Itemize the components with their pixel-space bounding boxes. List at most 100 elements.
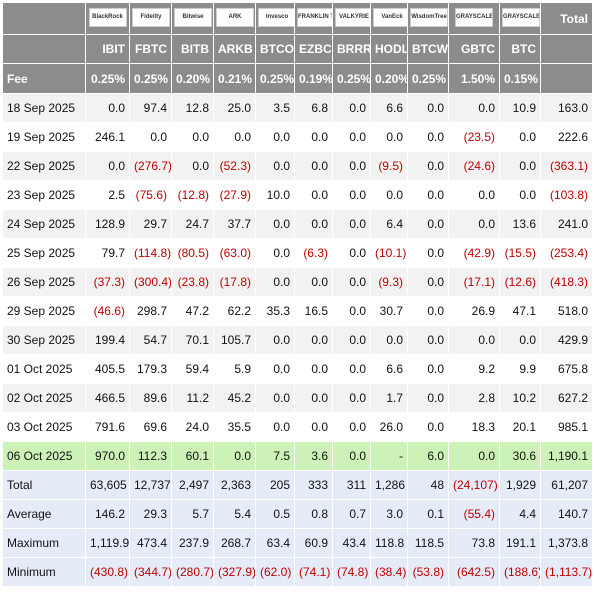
flow-cell: 0.0 xyxy=(407,180,449,210)
flow-cell: 222.6 xyxy=(540,122,593,152)
flow-cell: 0.0 xyxy=(294,209,333,239)
flow-cell: 0.0 xyxy=(370,180,408,210)
flow-cell: 0.0 xyxy=(332,441,371,471)
flow-cell: (103.8) xyxy=(540,180,593,210)
flow-cell: (42.9) xyxy=(448,238,500,268)
flow-cell: 0.0 xyxy=(255,325,295,355)
flow-cell: 60.1 xyxy=(171,441,214,471)
flow-cell: (17.8) xyxy=(213,267,256,297)
ticker-header: BITB xyxy=(171,34,214,64)
ticker-row: IBIT FBTC BITB ARKB BTCO EZBC BRRR HODL BTCW GBTC… xyxy=(2,34,593,64)
date-cell: 03 Oct 2025 xyxy=(2,412,86,442)
fee-cell: 0.25% xyxy=(332,63,371,94)
summary-cell: 191.1 xyxy=(499,528,541,558)
blank-cell xyxy=(540,63,593,94)
flow-cell: 47.1 xyxy=(499,296,541,326)
flow-cell: 0.0 xyxy=(294,151,333,181)
flow-cell: (363.1) xyxy=(540,151,593,181)
summary-cell: (74.8) xyxy=(332,557,371,587)
summary-cell: 205 xyxy=(255,470,295,500)
flow-cell: 0.0 xyxy=(255,122,295,152)
summary-cell: 2,363 xyxy=(213,470,256,500)
flow-cell: 30.6 xyxy=(499,441,541,471)
summary-cell: 118.5 xyxy=(407,528,449,558)
date-cell: 29 Sep 2025 xyxy=(2,296,86,326)
flow-cell: 45.2 xyxy=(213,383,256,413)
flow-cell: (418.3) xyxy=(540,267,593,297)
issuer-logo: VanEck xyxy=(373,7,407,27)
ticker-header: ARKB xyxy=(213,34,256,64)
ticker-header: BRRR xyxy=(332,34,371,64)
flow-cell: 24.7 xyxy=(171,209,214,239)
logo-cell: Fidelity xyxy=(129,2,172,35)
flow-cell: (300.4) xyxy=(129,267,172,297)
fee-cell: 0.15% xyxy=(499,63,541,94)
flow-cell: (23.8) xyxy=(171,267,214,297)
logo-cell: Invesco xyxy=(255,2,295,35)
summary-row: Total 63,605 12,737 2,497 2,363 205 333 311 1,28… xyxy=(2,470,593,500)
daily-row: 22 Sep 2025 0.0 (276.7) 0.0 (52.3) 0.0 0.0 0.0(… xyxy=(2,151,593,181)
flow-cell: (9.3) xyxy=(370,267,408,297)
summary-cell: (642.5) xyxy=(448,557,500,587)
issuer-logo: Fidelity xyxy=(132,7,170,27)
summary-row: Average 146.2 29.3 5.7 5.4 0.5 0.8 0.7 3.0 0.1 (55… xyxy=(2,499,593,529)
fee-cell: 0.25% xyxy=(407,63,449,94)
flow-cell: 0.0 xyxy=(332,412,371,442)
flow-cell: 26.9 xyxy=(448,296,500,326)
flow-cell: 0.0 xyxy=(407,93,449,123)
flow-cell: 0.0 xyxy=(407,325,449,355)
flow-cell: 0.0 xyxy=(332,122,371,152)
flow-cell: 18.3 xyxy=(448,412,500,442)
daily-row: 30 Sep 2025 199.4 54.7 70.1 105.7 0.0 0.0 0.0 0.… xyxy=(2,325,593,355)
daily-row: 03 Oct 2025 791.6 69.6 24.0 35.5 0.0 0.0 0.0 26.… xyxy=(2,412,593,442)
flow-cell: 0.0 xyxy=(255,209,295,239)
logo-cell: WisdomTree xyxy=(407,2,449,35)
summary-cell: 61,207 xyxy=(540,470,593,500)
fee-label: Fee xyxy=(2,63,86,94)
flow-cell: (114.8) xyxy=(129,238,172,268)
summary-cell: (38.4) xyxy=(370,557,408,587)
flow-cell: 298.7 xyxy=(129,296,172,326)
flow-cell: 9.2 xyxy=(448,354,500,384)
flow-cell: 0.0 xyxy=(499,151,541,181)
corner-cell xyxy=(2,2,86,35)
summary-cell: 1,119.9 xyxy=(85,528,130,558)
flow-cell: 3.6 xyxy=(294,441,333,471)
fee-cell: 1.50% xyxy=(448,63,500,94)
flow-cell: 0.0 xyxy=(407,296,449,326)
flow-cell: 1,190.1 xyxy=(540,441,593,471)
summary-cell: 333 xyxy=(294,470,333,500)
flow-cell: 985.1 xyxy=(540,412,593,442)
flow-cell: 0.0 xyxy=(499,122,541,152)
flow-cell: - xyxy=(370,441,408,471)
summary-cell: 63.4 xyxy=(255,528,295,558)
summary-cell: 73.8 xyxy=(448,528,500,558)
flow-cell: 6.0 xyxy=(407,441,449,471)
logo-cell: FRANKLIN TEMPLETON xyxy=(294,2,333,35)
flow-cell: 970.0 xyxy=(85,441,130,471)
summary-cell: (1,113.7) xyxy=(540,557,593,587)
date-cell: 19 Sep 2025 xyxy=(2,122,86,152)
daily-row: 01 Oct 2025 405.5 179.3 59.4 5.9 0.0 0.0 0.0 6.6… xyxy=(2,354,593,384)
flow-cell: (23.5) xyxy=(448,122,500,152)
date-cell: 23 Sep 2025 xyxy=(2,180,86,210)
flow-cell: 0.0 xyxy=(255,267,295,297)
flow-cell: 2.8 xyxy=(448,383,500,413)
flow-cell: 10.2 xyxy=(499,383,541,413)
daily-row: 23 Sep 2025 2.5 (75.6) (12.8) (27.9) 10.0 0.0 0… xyxy=(2,180,593,210)
flow-cell: 241.0 xyxy=(540,209,593,239)
flow-cell: 10.0 xyxy=(255,180,295,210)
flow-cell: (12.6) xyxy=(499,267,541,297)
logo-cell: Bitwise xyxy=(171,2,214,35)
flow-cell: 429.9 xyxy=(540,325,593,355)
summary-cell: 140.7 xyxy=(540,499,593,529)
flow-cell: 105.7 xyxy=(213,325,256,355)
daily-row: 25 Sep 2025 79.7 (114.8) (80.5) (63.0) 0.0 (6.… xyxy=(2,238,593,268)
summary-cell: 60.9 xyxy=(294,528,333,558)
flow-cell: 0.0 xyxy=(407,122,449,152)
flow-cell: (17.1) xyxy=(448,267,500,297)
flow-cell: 0.0 xyxy=(255,412,295,442)
daily-row: 29 Sep 2025 (46.6) 298.7 47.2 62.2 35.3 16.5 0.… xyxy=(2,296,593,326)
flow-cell: 0.0 xyxy=(255,354,295,384)
flow-cell: 0.0 xyxy=(213,441,256,471)
